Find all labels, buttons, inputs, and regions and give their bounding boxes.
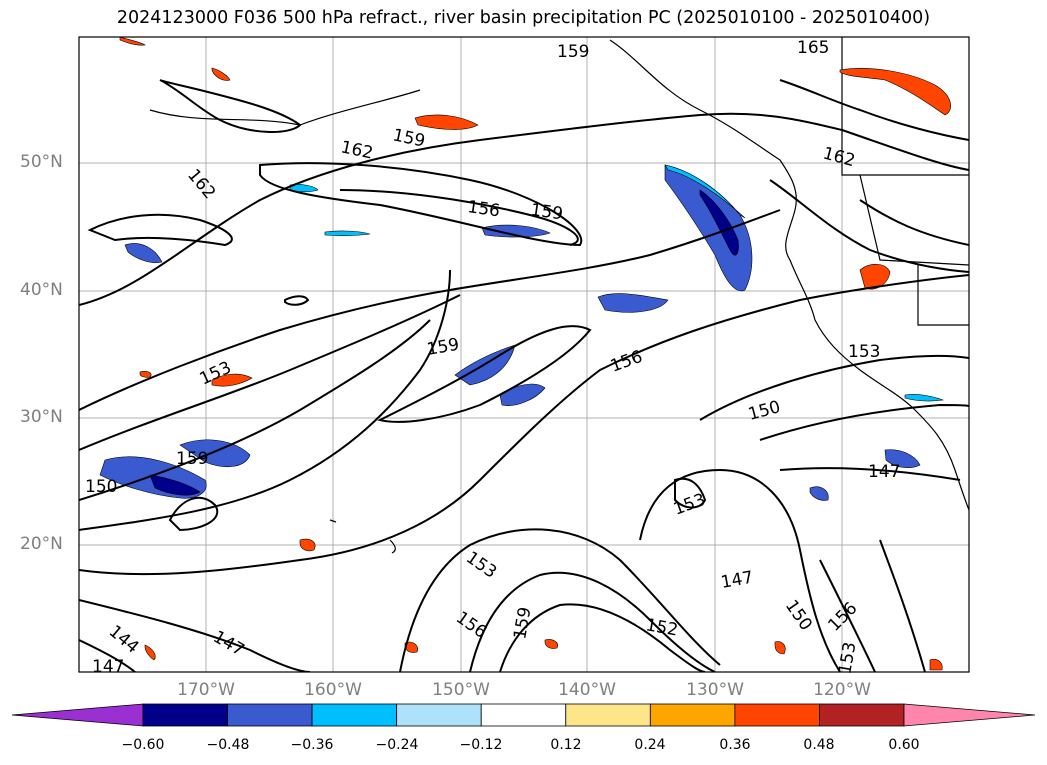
contour-label: 153 [462,548,500,583]
contour-label: 153 [848,342,880,362]
colorbar-tick-label: −0.48 [206,737,250,753]
lat-label: 30°N [20,407,63,427]
colorbar-segment [311,703,398,727]
contour-label: 147 [868,462,900,482]
colorbar-tick-label: 0.36 [719,737,751,753]
colorbar-tick-label: −0.24 [375,737,419,753]
lon-label: 140°W [558,680,616,700]
colorbar-segment [142,703,228,727]
contour-label: 147 [719,568,754,593]
contour-label: 156 [824,598,861,635]
lon-label: 170°W [177,680,235,700]
contour-label: 156 [452,608,490,643]
contour-label: 156 [608,347,645,377]
contour-label: 159 [529,200,564,224]
contour-label: 156 [466,197,501,221]
colorbar-tick-label: 0.48 [803,737,835,753]
map-frame [78,36,970,673]
lat-label: 50°N [20,152,63,172]
contour-label: 144 [105,622,143,658]
contour-label: 165 [797,38,829,58]
precip-fills [99,37,952,671]
contour-label: 159 [510,605,535,640]
contour-lines [79,79,969,672]
colorbar-tick-label: 0.24 [634,737,666,753]
colorbar-extend-low [11,703,144,727]
contour-label: 159 [391,125,427,151]
colorbar-segment [227,703,313,727]
lat-label: 20°N [20,534,63,554]
colorbar-segment [734,703,820,727]
colorbar-tick-label: 0.12 [550,737,582,753]
contour-label: 150 [746,397,783,425]
contour-label: 153 [671,490,708,520]
colorbar-segment [480,703,567,727]
contour-label: 159 [557,42,589,62]
colorbar [11,703,1036,727]
colorbar-segment [819,703,905,727]
colorbar-tick-label: −0.36 [290,737,334,753]
lon-label: 160°W [304,680,362,700]
lat-label: 40°N [20,280,63,300]
contour-label: 162 [821,144,858,172]
contour-label: 159 [425,335,460,360]
colorbar-segment [649,703,736,727]
colorbar-segment [565,703,651,727]
contour-label: 150 [85,477,117,497]
contour-label: 153 [835,640,860,675]
contour-label: 159 [176,449,208,469]
lon-label: 150°W [432,680,490,700]
lon-label: 130°W [686,680,744,700]
colorbar-tick-label: −0.12 [459,737,503,753]
lon-label: 120°W [813,680,871,700]
colorbar-extend-high [903,703,1036,727]
map-title: 2024123000 F036 500 hPa refract., river … [116,8,931,28]
contour-label: 162 [183,165,219,203]
contour-label: 152 [644,615,679,640]
coastlines [149,37,969,554]
colorbar-tick-label: 0.60 [888,737,920,753]
contour-label: 147 [210,627,248,661]
colorbar-tick-label: −0.60 [121,737,165,753]
contour-label: 147 [92,657,124,677]
contour-label: 150 [781,596,816,634]
colorbar-segment [396,703,482,727]
contour-label: 162 [339,137,375,163]
